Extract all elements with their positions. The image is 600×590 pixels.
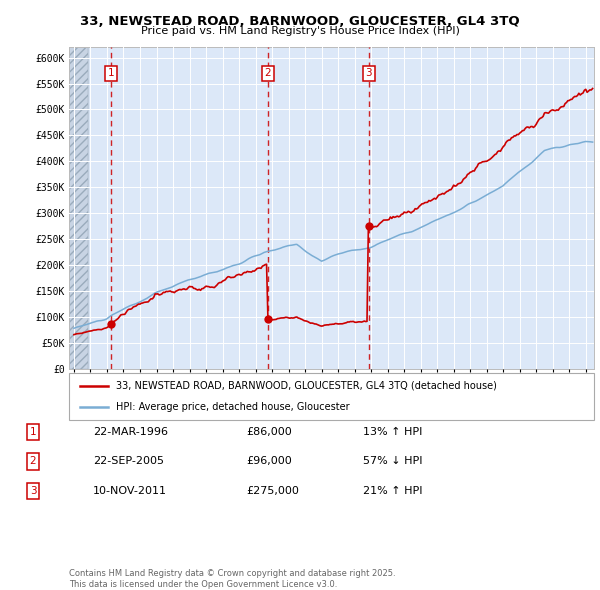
Text: 3: 3 [365, 68, 372, 78]
Bar [69, 47, 88, 369]
Text: 21% ↑ HPI: 21% ↑ HPI [363, 486, 422, 496]
Text: 10-NOV-2011: 10-NOV-2011 [93, 486, 167, 496]
Text: 1: 1 [29, 427, 37, 437]
Text: 22-MAR-1996: 22-MAR-1996 [93, 427, 168, 437]
Text: Price paid vs. HM Land Registry's House Price Index (HPI): Price paid vs. HM Land Registry's House … [140, 26, 460, 36]
Text: 22-SEP-2005: 22-SEP-2005 [93, 457, 164, 466]
Text: 2: 2 [29, 457, 37, 466]
Text: £96,000: £96,000 [246, 457, 292, 466]
Text: 33, NEWSTEAD ROAD, BARNWOOD, GLOUCESTER, GL4 3TQ (detached house): 33, NEWSTEAD ROAD, BARNWOOD, GLOUCESTER,… [116, 381, 497, 391]
Text: 3: 3 [29, 486, 37, 496]
Text: Contains HM Land Registry data © Crown copyright and database right 2025.
This d: Contains HM Land Registry data © Crown c… [69, 569, 395, 589]
Text: 1: 1 [107, 68, 114, 78]
Text: £275,000: £275,000 [246, 486, 299, 496]
Text: £86,000: £86,000 [246, 427, 292, 437]
Text: 33, NEWSTEAD ROAD, BARNWOOD, GLOUCESTER, GL4 3TQ: 33, NEWSTEAD ROAD, BARNWOOD, GLOUCESTER,… [80, 15, 520, 28]
Text: HPI: Average price, detached house, Gloucester: HPI: Average price, detached house, Glou… [116, 402, 350, 412]
Text: 57% ↓ HPI: 57% ↓ HPI [363, 457, 422, 466]
Bar [69, 47, 88, 369]
Text: 2: 2 [264, 68, 271, 78]
Text: 13% ↑ HPI: 13% ↑ HPI [363, 427, 422, 437]
